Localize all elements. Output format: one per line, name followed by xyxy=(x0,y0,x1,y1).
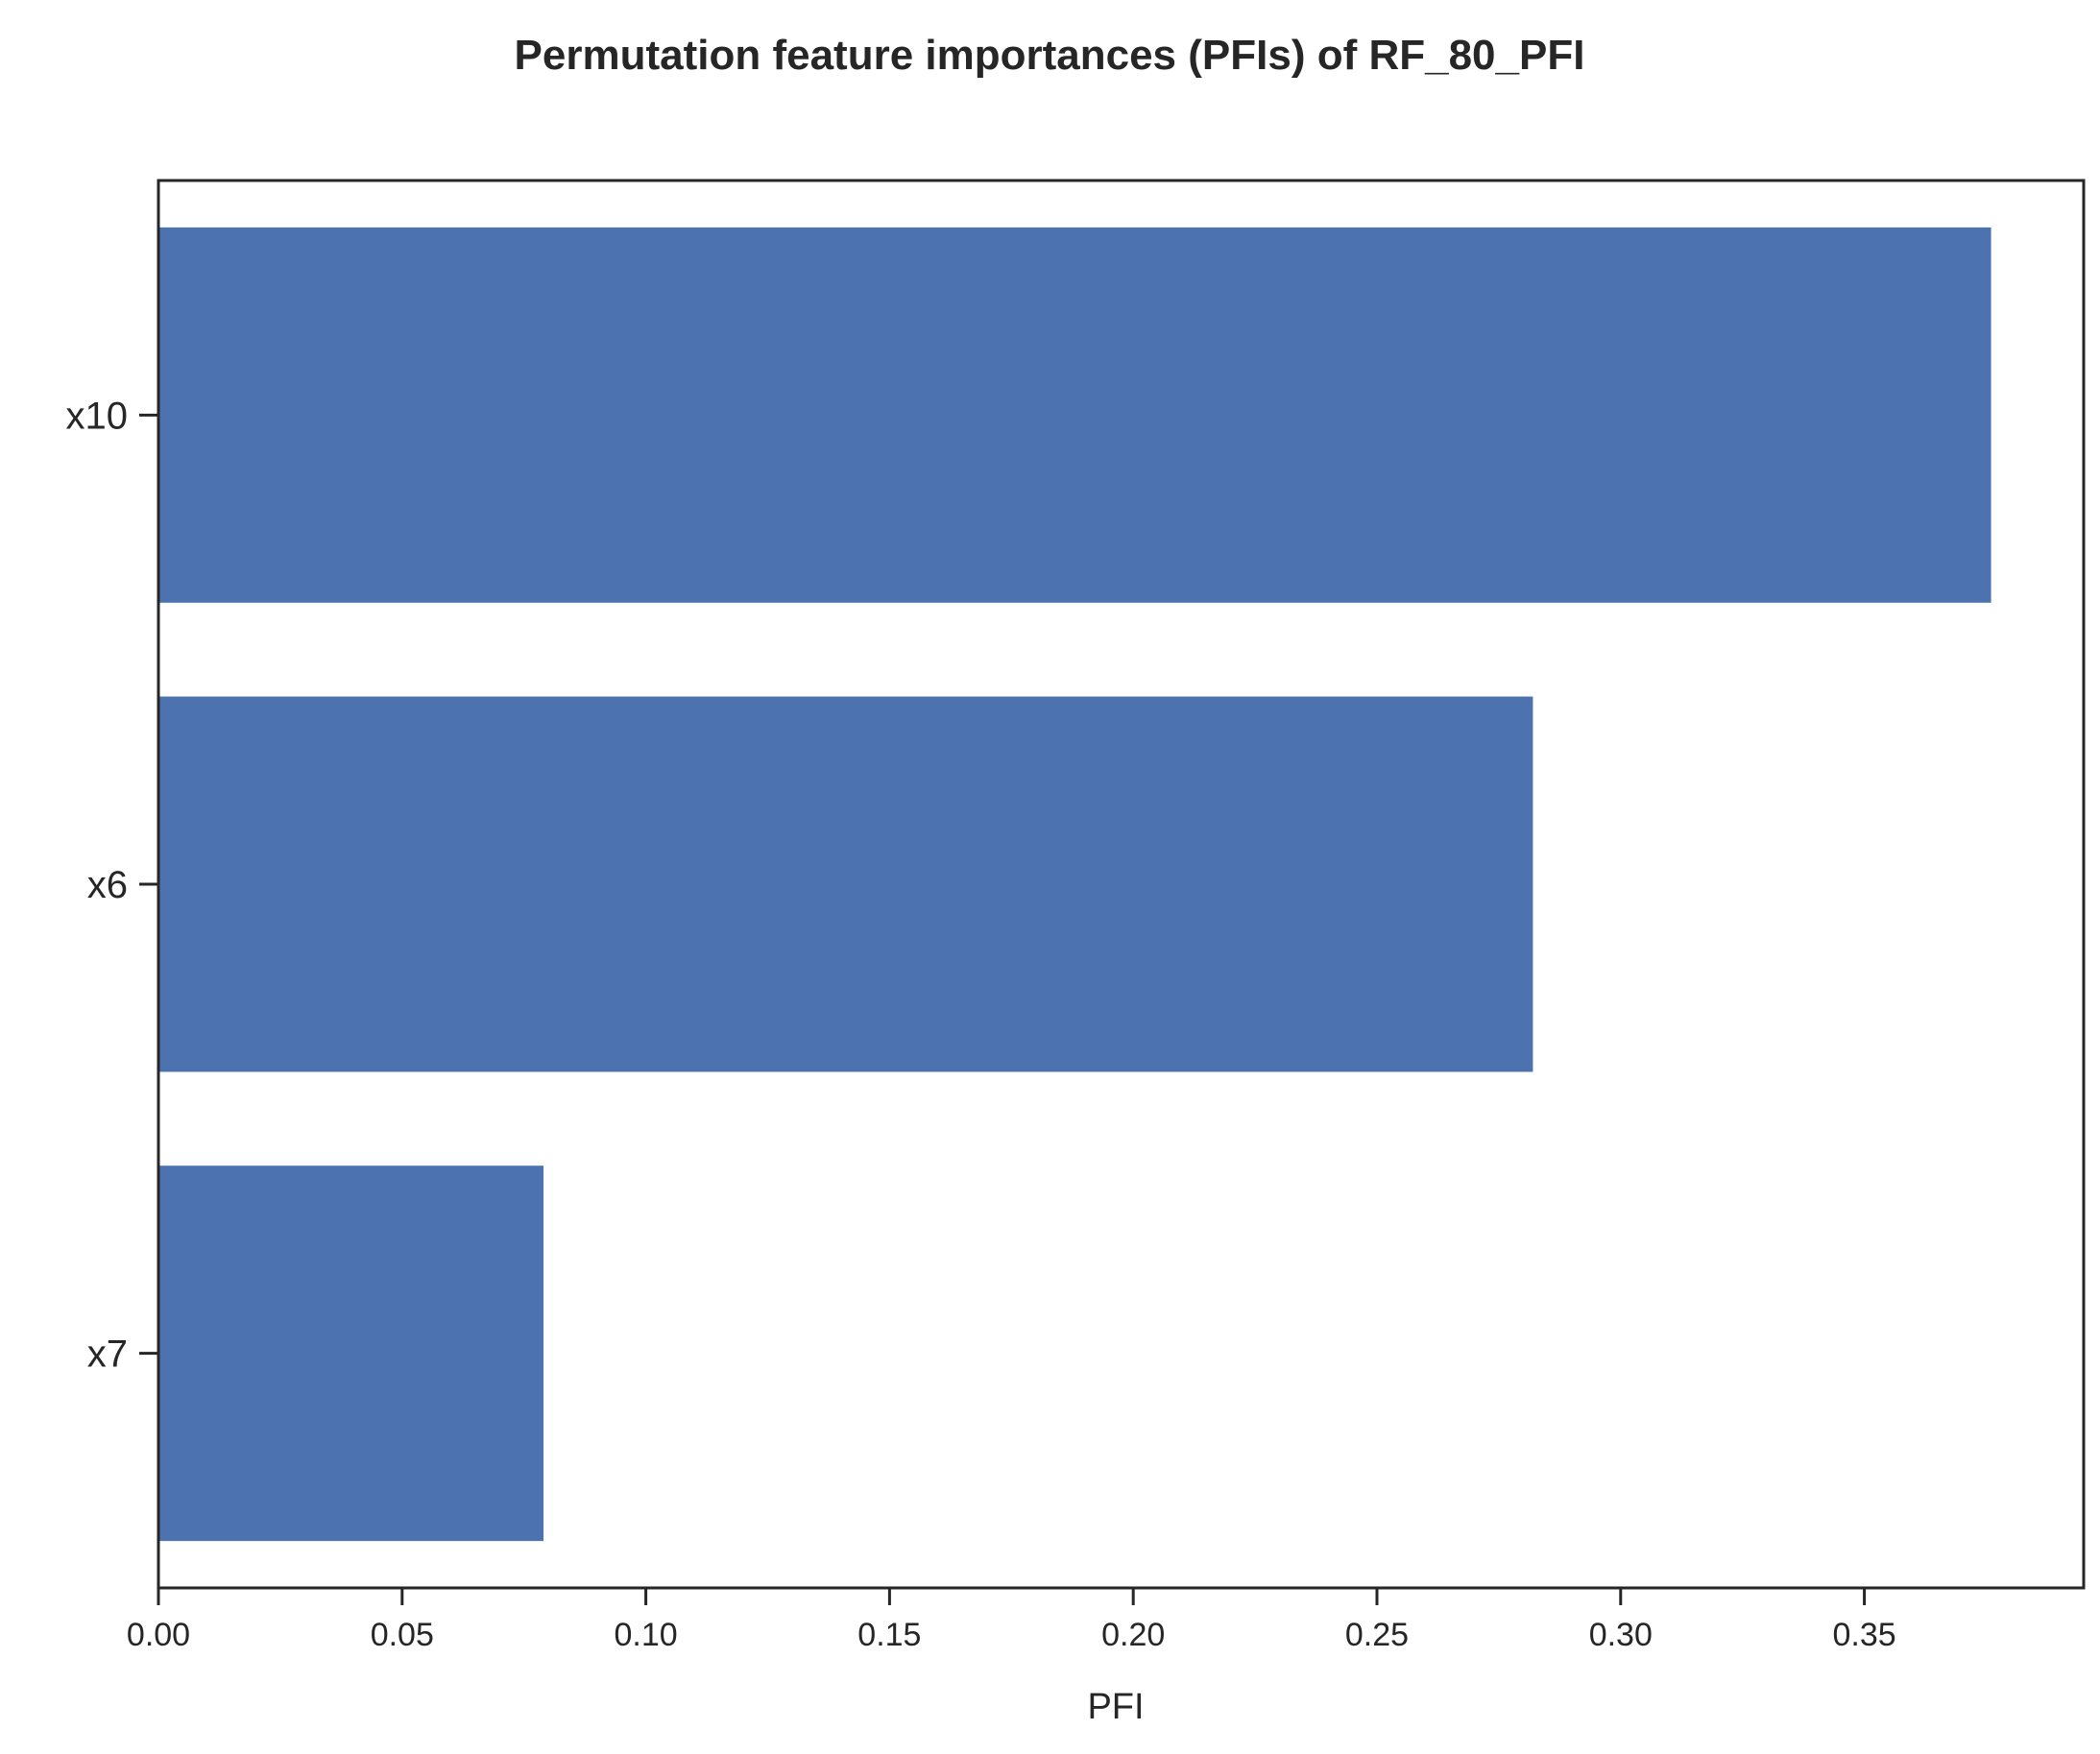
x-tick-label: 0.10 xyxy=(615,1617,678,1653)
bar-x7 xyxy=(158,1165,543,1542)
y-tick-label: x7 xyxy=(87,1334,128,1376)
x-axis: 0.00 0.05 0.10 0.15 0.20 0.25 0.30 0.35 xyxy=(127,1588,1896,1653)
x-tick-label: 0.30 xyxy=(1589,1617,1653,1653)
x-tick-label: 0.25 xyxy=(1345,1617,1409,1653)
x-tick-label: 0.20 xyxy=(1101,1617,1165,1653)
x-axis-label: PFI xyxy=(1087,1687,1144,1727)
bar-x10 xyxy=(158,227,1991,603)
x-tick-label: 0.15 xyxy=(857,1617,921,1653)
y-axis: x10 x6 x7 xyxy=(66,395,158,1376)
y-tick-label: x6 xyxy=(87,864,128,906)
plot-frame xyxy=(157,179,2086,1590)
x-tick-label: 0.35 xyxy=(1832,1617,1895,1653)
y-tick-label: x10 xyxy=(66,395,129,437)
x-tick-label: 0.05 xyxy=(371,1617,434,1653)
x-tick-label: 0.00 xyxy=(127,1617,190,1653)
chart-title: Permutation feature importances (PFIs) o… xyxy=(515,32,1585,79)
bar-x6 xyxy=(158,696,1533,1072)
bars-group xyxy=(158,227,1991,1542)
